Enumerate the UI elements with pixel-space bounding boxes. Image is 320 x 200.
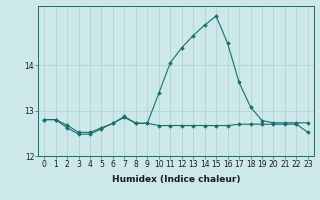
X-axis label: Humidex (Indice chaleur): Humidex (Indice chaleur) <box>112 175 240 184</box>
